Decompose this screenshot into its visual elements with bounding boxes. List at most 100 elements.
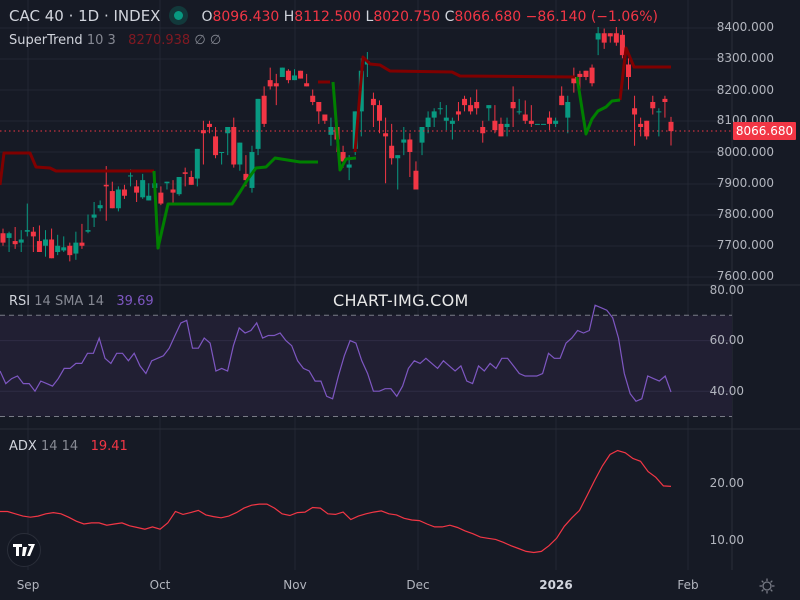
candle-body [455, 111, 461, 115]
candle-body [443, 117, 449, 121]
candle-body [49, 239, 55, 259]
supertrend-empty-1: ∅ [194, 33, 206, 48]
candle-body [188, 177, 194, 185]
candle-body [650, 102, 656, 109]
candle-body [79, 242, 85, 246]
candle-body [73, 242, 79, 254]
adx-name: ADX [9, 439, 37, 454]
candle-body [18, 239, 24, 243]
candle-body [377, 105, 383, 121]
candle-body [279, 67, 285, 77]
candle-body [140, 180, 146, 198]
candle-body [103, 184, 109, 187]
candle-body [61, 247, 67, 251]
candle-body [200, 130, 206, 134]
candle-body [176, 177, 182, 195]
candle-body [146, 195, 152, 201]
candle-body [407, 139, 413, 152]
supertrend-params: 10 3 [86, 33, 116, 48]
candle-body [571, 77, 577, 84]
adx-legend[interactable]: ADX 14 14 19.41 [9, 439, 128, 454]
candle-body [619, 34, 625, 56]
symbol-title[interactable]: CAC 40 · 1D · INDEX [9, 7, 161, 25]
price-axis-label: 7600.000 [716, 269, 774, 283]
supertrend-up-line [331, 81, 357, 172]
candle-body [547, 117, 553, 124]
candle-body [213, 136, 219, 156]
candle-body [462, 98, 468, 106]
candle-body [480, 127, 486, 134]
candle-body [370, 98, 376, 106]
open-value: 8096.430 [212, 9, 280, 25]
rsi-params: 14 SMA 14 [34, 294, 104, 309]
candle-body [12, 241, 18, 245]
candle-body [346, 164, 352, 168]
candle-body [36, 241, 42, 252]
adx-line [0, 449, 672, 554]
candle-body [134, 186, 140, 193]
candle-body [304, 83, 310, 87]
time-axis-label: Feb [677, 578, 699, 592]
rsi-value: 39.69 [116, 294, 154, 309]
candle-body [516, 111, 522, 113]
candle-body [243, 173, 249, 181]
supertrend-name: SuperTrend [9, 33, 83, 48]
candle-body [219, 152, 225, 153]
time-axis-label: Sep [16, 578, 40, 592]
candle-body [668, 121, 674, 132]
supertrend-down-line [618, 46, 671, 101]
candle-body [510, 102, 516, 109]
candle-body [164, 181, 170, 184]
rsi-name: RSI [9, 294, 31, 309]
candle-body [109, 191, 115, 209]
symbol-legend: CAC 40 · 1D · INDEX O8096.430 H8112.500 L… [9, 7, 658, 25]
candle-body [128, 175, 134, 177]
candle-body [449, 120, 455, 124]
price-axis-label: 7900.000 [716, 176, 774, 190]
supertrend-value: 8270.938 [128, 33, 191, 48]
tradingview-logo-icon[interactable] [7, 533, 41, 567]
candle-body [6, 233, 12, 238]
candle-body [565, 102, 571, 118]
time-axis-label: Oct [149, 578, 171, 592]
candle-body [419, 127, 425, 143]
candle-body [225, 127, 231, 134]
candle-body [474, 102, 480, 109]
candle-body [24, 230, 30, 232]
watermark: CHART-IMG.COM [333, 291, 469, 310]
supertrend-down-line [0, 151, 154, 186]
candle-body [577, 73, 583, 77]
candle-body [595, 33, 601, 40]
supertrend-up-line [575, 76, 621, 136]
supertrend-legend[interactable]: SuperTrend 10 3 8270.938 ∅ ∅ [9, 33, 221, 48]
candle-body [540, 123, 546, 125]
rsi-axis-label: 40.00 [709, 384, 744, 398]
candle-body [486, 105, 492, 109]
settings-gear-icon[interactable] [759, 578, 775, 594]
candle-body [638, 123, 644, 127]
candle-body [431, 111, 437, 118]
market-status-dot-icon [174, 11, 184, 20]
candle-body [194, 148, 200, 179]
adx-axis-label: 10.00 [709, 533, 744, 547]
high-value: 8112.500 [294, 9, 362, 25]
candle-body [273, 83, 279, 87]
rsi-band-fill [0, 315, 732, 417]
candle-body [316, 102, 322, 112]
candle-body [328, 127, 334, 135]
candle-body [468, 105, 474, 112]
candle-body [352, 111, 358, 149]
candle-body [91, 214, 97, 218]
candle-body [601, 33, 607, 43]
candle-body [589, 67, 595, 84]
low-label: L [365, 9, 374, 25]
adx-params: 14 14 [40, 439, 79, 454]
candle-body [85, 230, 91, 232]
candle-body [504, 123, 510, 127]
rsi-legend[interactable]: RSI 14 SMA 14 39.69 [9, 294, 154, 309]
price-axis-label: 8300.000 [716, 51, 774, 65]
candle-body [170, 189, 176, 193]
time-axis-label: Dec [406, 578, 430, 592]
candle-body [261, 95, 267, 124]
